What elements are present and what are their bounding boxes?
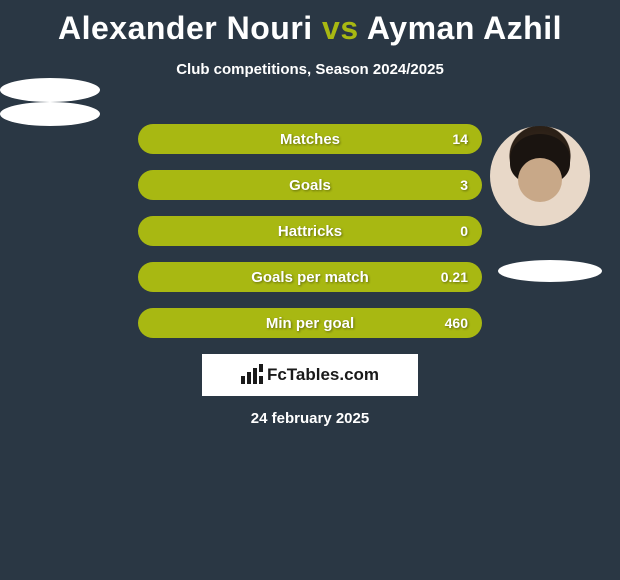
chart-icon [241,366,263,384]
stat-row-goals: Goals 3 [138,170,482,200]
stat-label: Hattricks [278,223,342,240]
stat-row-hattricks: Hattricks 0 [138,216,482,246]
player2-name: Ayman Azhil [367,10,562,46]
vs-text: vs [322,10,359,46]
stat-right-value: 460 [445,315,468,331]
stat-row-mpg: Min per goal 460 [138,308,482,338]
player1-avatar-placeholder [0,78,100,102]
stat-label: Goals per match [251,269,369,286]
stat-right-value: 0.21 [441,269,468,285]
stat-label: Min per goal [266,315,354,332]
subtitle: Club competitions, Season 2024/2025 [0,61,620,78]
stat-right-value: 14 [452,131,468,147]
player2-avatar [490,126,590,226]
stat-right-value: 0 [460,223,468,239]
stat-row-matches: Matches 14 [138,124,482,154]
comparison-title: Alexander Nouri vs Ayman Azhil [0,0,620,47]
player1-shadow [0,102,100,126]
stat-bars: Matches 14 Goals 3 Hattricks 0 Goals per… [138,124,482,354]
date-label: 24 february 2025 [0,410,620,427]
watermark: FcTables.com [202,354,418,396]
stat-label: Matches [280,131,340,148]
watermark-text: FcTables.com [267,365,379,385]
player1-name: Alexander Nouri [58,10,313,46]
player2-shadow [498,260,602,282]
stat-row-gpm: Goals per match 0.21 [138,262,482,292]
stat-label: Goals [289,177,331,194]
stat-right-value: 3 [460,177,468,193]
